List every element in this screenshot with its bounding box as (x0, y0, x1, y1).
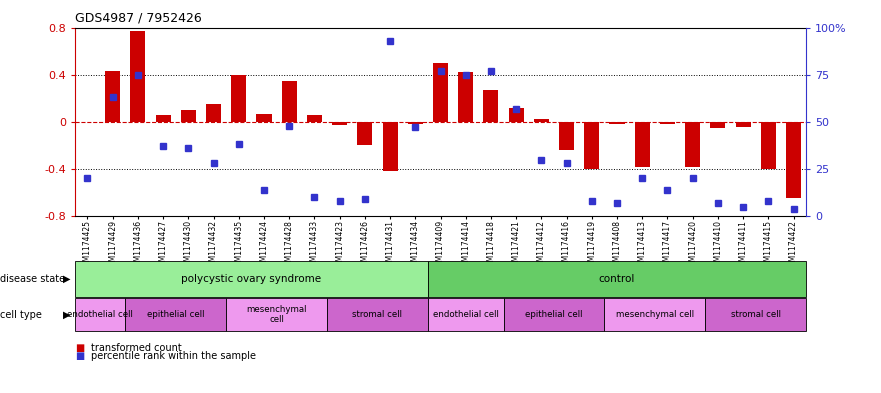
Text: ■: ■ (75, 351, 84, 361)
Text: epithelial cell: epithelial cell (525, 310, 582, 319)
Text: epithelial cell: epithelial cell (147, 310, 204, 319)
Bar (660, 122, 675, 124)
Bar (130, 31, 145, 122)
Bar (458, 72, 473, 122)
Text: ■: ■ (75, 343, 84, 353)
Bar (382, 122, 397, 171)
Bar (256, 114, 271, 122)
Bar (559, 122, 574, 150)
Bar (231, 75, 247, 122)
Text: mesenchymal
cell: mesenchymal cell (247, 305, 307, 324)
Bar (105, 71, 121, 122)
Bar (760, 122, 776, 169)
Bar (685, 122, 700, 167)
Bar (736, 122, 751, 127)
Bar (433, 63, 448, 122)
Bar (610, 122, 625, 124)
Text: transformed count: transformed count (91, 343, 181, 353)
Text: endothelial cell: endothelial cell (433, 310, 499, 319)
Bar (484, 90, 499, 122)
Bar (181, 110, 196, 122)
Text: endothelial cell: endothelial cell (67, 310, 133, 319)
Bar (206, 104, 221, 122)
Bar (332, 122, 347, 125)
Text: GDS4987 / 7952426: GDS4987 / 7952426 (75, 12, 202, 25)
Text: ▶: ▶ (63, 274, 70, 284)
Bar (710, 122, 725, 128)
Text: cell type: cell type (0, 310, 42, 320)
Text: control: control (599, 274, 635, 284)
Text: stromal cell: stromal cell (352, 310, 403, 319)
Bar (156, 115, 171, 122)
Bar (358, 122, 373, 145)
Bar (307, 115, 322, 122)
Bar (282, 81, 297, 122)
Bar (408, 122, 423, 124)
Text: mesenchymal cell: mesenchymal cell (616, 310, 694, 319)
Text: percentile rank within the sample: percentile rank within the sample (91, 351, 255, 361)
Text: ▶: ▶ (63, 310, 70, 320)
Text: stromal cell: stromal cell (730, 310, 781, 319)
Text: disease state: disease state (0, 274, 65, 284)
Bar (584, 122, 599, 169)
Bar (786, 122, 801, 198)
Text: polycystic ovary syndrome: polycystic ovary syndrome (181, 274, 322, 284)
Bar (508, 108, 523, 122)
Bar (634, 122, 650, 167)
Bar (534, 119, 549, 122)
